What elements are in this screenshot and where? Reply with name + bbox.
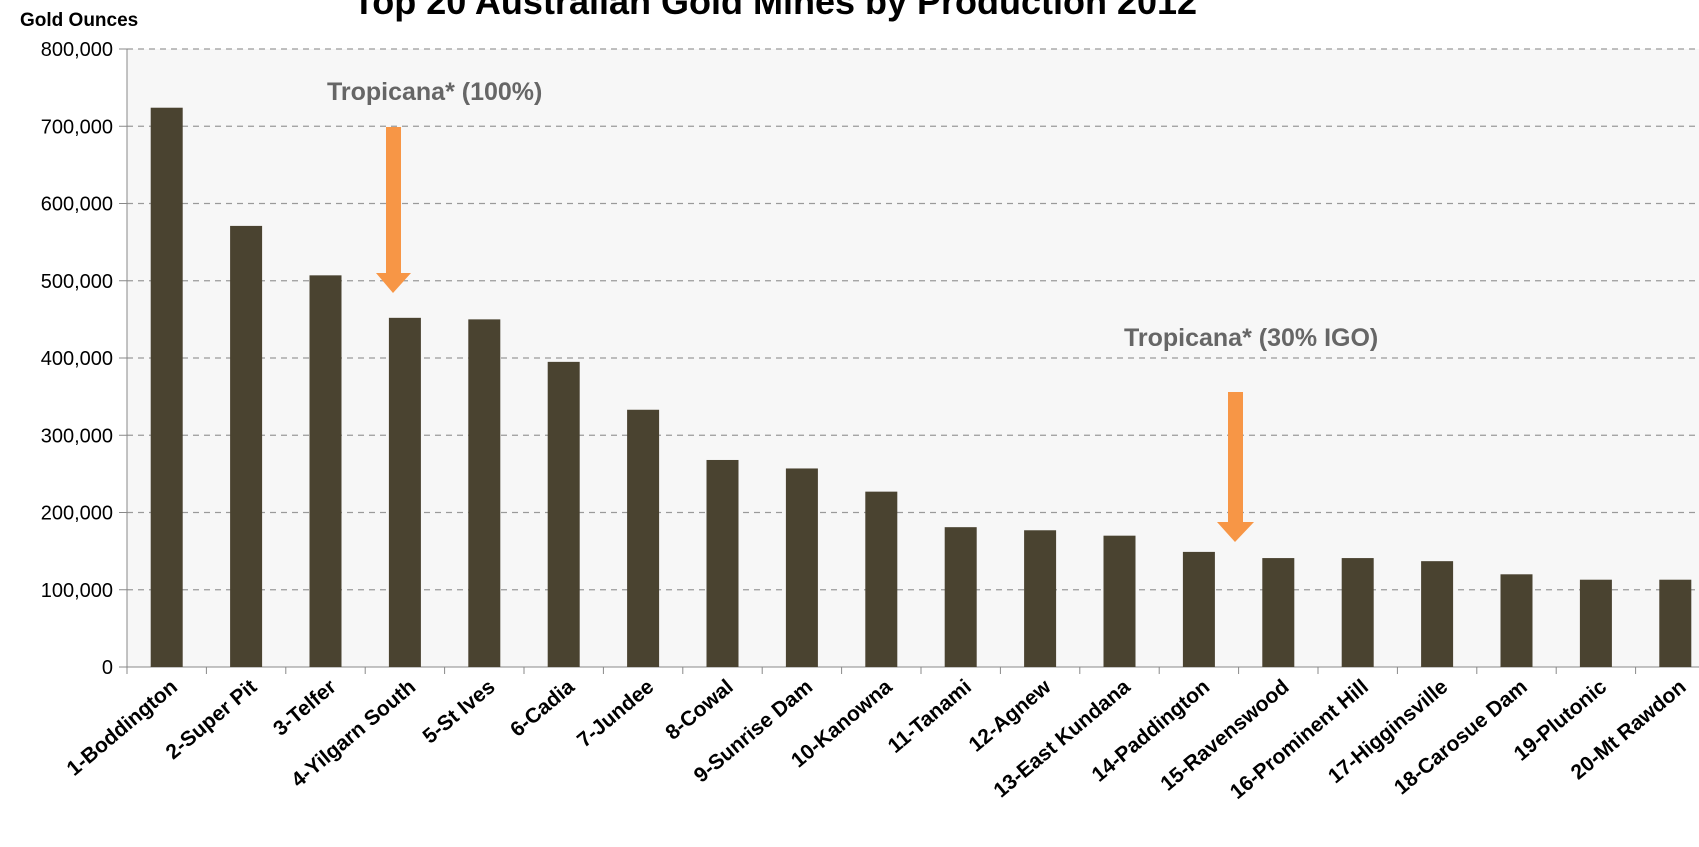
bar <box>230 225 263 667</box>
bar <box>1500 574 1533 667</box>
bar <box>1182 551 1215 667</box>
bar <box>1341 558 1374 667</box>
bar <box>388 317 421 667</box>
y-tick-label: 600,000 <box>41 194 113 216</box>
x-tick-label: 6-Cadia <box>506 675 579 742</box>
bar <box>1421 561 1454 667</box>
bar <box>706 459 739 667</box>
y-tick-label: 0 <box>102 657 113 679</box>
y-tick-label: 400,000 <box>41 348 113 370</box>
bar <box>1103 535 1136 667</box>
x-tick-label: 7-Jundee <box>573 675 658 752</box>
bar <box>1262 558 1295 667</box>
x-tick-label: 11-Tanami <box>884 675 976 758</box>
annotation: Tropicana* (100%) <box>327 78 542 106</box>
bar <box>1579 579 1612 667</box>
y-axis-label: Gold Ounces <box>20 10 138 31</box>
x-tick-label: 13-East Kundana <box>989 675 1135 802</box>
bar <box>150 107 183 667</box>
bar <box>468 319 501 667</box>
y-tick-label: 500,000 <box>41 271 113 293</box>
bar <box>547 361 580 667</box>
x-tick-label: 3-Telfer <box>269 675 341 740</box>
bar <box>944 527 977 667</box>
x-tick-label: 16-Prominent Hill <box>1226 675 1373 804</box>
bar <box>1024 530 1057 667</box>
x-tick-label: 18-Carosue Dam <box>1390 675 1532 799</box>
arrow <box>1217 392 1254 542</box>
bar <box>309 275 342 667</box>
bar <box>1659 579 1692 667</box>
x-tick-label: 1-Boddington <box>63 675 182 780</box>
bar <box>627 409 660 667</box>
arrow <box>376 127 411 293</box>
y-tick-label: 100,000 <box>41 580 113 602</box>
chart-title: Top 20 Australian Gold Mines by Producti… <box>353 0 1197 22</box>
y-tick-label: 800,000 <box>41 39 113 61</box>
y-tick-label: 300,000 <box>41 425 113 447</box>
bar <box>865 491 898 667</box>
bar <box>785 468 818 667</box>
x-tick-label: 5-St Ives <box>419 675 500 748</box>
annotation: Tropicana* (30% IGO) <box>1124 324 1378 352</box>
y-tick-label: 200,000 <box>41 503 113 525</box>
x-tick-label: 8-Cowal <box>661 675 737 744</box>
y-tick-label: 700,000 <box>41 116 113 138</box>
